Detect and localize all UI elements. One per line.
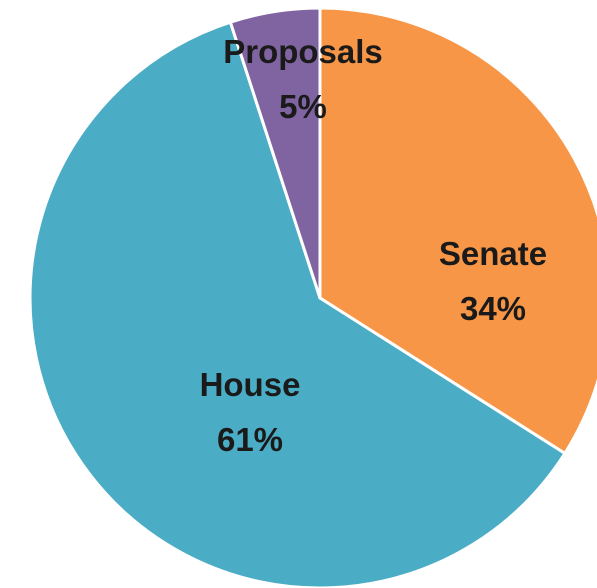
slice-label-proposals: Proposals (223, 33, 383, 70)
slice-value-house: 61% (217, 421, 283, 458)
pie-labels: Senate 34% House 61% Proposals 5% (200, 33, 548, 458)
pie-slice-proposals (228, 6, 322, 300)
slice-label-senate: Senate (439, 235, 547, 272)
pie-slice-senate (318, 6, 597, 455)
slice-value-proposals: 5% (279, 88, 327, 125)
slice-value-senate: 34% (460, 290, 526, 327)
slice-label-house: House (200, 366, 301, 403)
pie-slices (28, 6, 597, 588)
pie-slice-house (28, 20, 567, 588)
